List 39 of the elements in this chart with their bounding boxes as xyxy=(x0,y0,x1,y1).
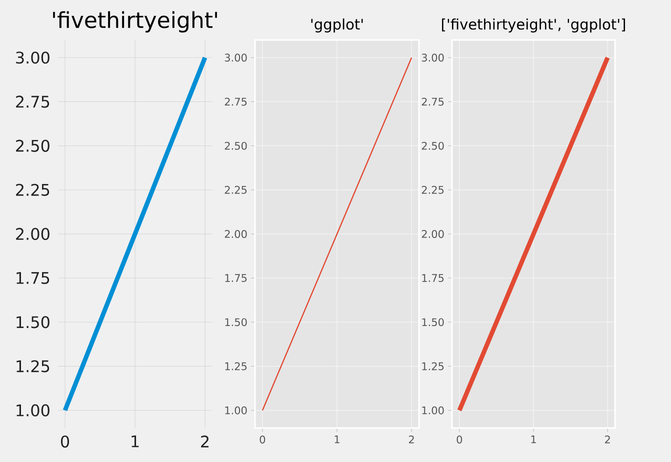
y-tick-label: 2.50 xyxy=(224,142,247,150)
y-tick-label: 2.00 xyxy=(224,230,247,238)
y-tick-label: 3.00 xyxy=(16,52,50,64)
y-tick-label: 2.75 xyxy=(422,98,444,106)
y-tick-label: 1.50 xyxy=(225,318,247,326)
x-tick-label: 2 xyxy=(605,436,610,444)
x-tick-label: 1 xyxy=(132,435,139,448)
y-tick-label: 2.25 xyxy=(422,186,444,194)
x-tick-label: 0 xyxy=(260,436,266,444)
y-tick-label: 2.75 xyxy=(16,96,50,108)
x-tick-label: 2 xyxy=(201,436,208,448)
y-tick-label: 1.25 xyxy=(16,360,50,372)
y-tick-label: 2.00 xyxy=(422,230,444,238)
chart-title: ['fivethirtyeight', 'ggplot'] xyxy=(442,18,626,32)
y-tick-label: 2.00 xyxy=(16,228,50,240)
chart-title: 'fivethirtyeight' xyxy=(53,11,217,32)
y-tick-label: 1.25 xyxy=(225,362,247,370)
y-tick-label: 1.00 xyxy=(422,406,444,414)
x-tick-label: 2 xyxy=(408,436,414,444)
chart-title: 'ggplot' xyxy=(311,18,363,32)
y-tick-label: 2.50 xyxy=(16,140,50,152)
y-tick-label: 1.75 xyxy=(422,274,444,282)
y-tick-label: 2.25 xyxy=(16,184,50,196)
y-tick-label: 1.00 xyxy=(16,404,50,416)
y-tick-label: 1.50 xyxy=(16,316,50,328)
y-tick-label: 1.75 xyxy=(225,274,247,282)
y-tick-label: 1.25 xyxy=(422,362,444,370)
x-tick-label: 1 xyxy=(334,436,340,444)
x-tick-label: 0 xyxy=(456,436,462,444)
y-tick-label: 3.00 xyxy=(422,54,444,62)
y-tick-label: 2.75 xyxy=(224,98,247,106)
x-tick-label: 0 xyxy=(60,436,70,448)
x-tick-label: 1 xyxy=(531,436,536,444)
y-tick-label: 1.75 xyxy=(16,272,50,284)
y-tick-label: 1.50 xyxy=(422,318,444,326)
y-tick-label: 3.00 xyxy=(224,54,247,62)
y-tick-label: 1.00 xyxy=(225,406,247,414)
y-tick-label: 2.50 xyxy=(422,142,444,150)
y-tick-label: 2.25 xyxy=(224,186,247,194)
